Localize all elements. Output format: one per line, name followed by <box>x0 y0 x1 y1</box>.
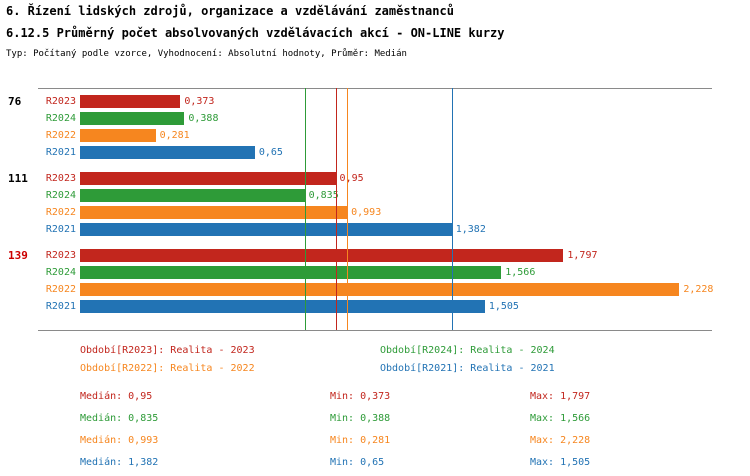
series-label-r2022: R2022 <box>45 130 76 141</box>
value-label: 0,993 <box>351 207 382 218</box>
value-label: 0,281 <box>159 130 190 141</box>
value-label: 2,228 <box>683 284 714 295</box>
value-label: 0,388 <box>188 113 219 124</box>
bar-r2022-group-76 <box>80 129 156 142</box>
value-label: 1,382 <box>455 224 486 235</box>
group-label-111: 111 <box>8 172 28 185</box>
stat-max: Max: 2,228 <box>530 435 591 446</box>
group-label-76: 76 <box>8 95 22 108</box>
stat-median: Medián: 0,95 <box>80 391 153 402</box>
series-label-r2021: R2021 <box>45 224 76 235</box>
series-label-r2021: R2021 <box>45 147 76 158</box>
value-label: 0,373 <box>184 96 215 107</box>
report-meta: Typ: Počítaný podle vzorce, Vyhodnocení:… <box>6 49 407 59</box>
median-line-r2022 <box>347 88 349 330</box>
report-title: 6. Řízení lidských zdrojů, organizace a … <box>6 4 454 18</box>
bar-r2024-group-76 <box>80 112 185 125</box>
median-line-r2024 <box>304 88 306 330</box>
value-label: 0,835 <box>308 190 339 201</box>
chart-top-border <box>38 88 712 89</box>
value-label: 1,566 <box>505 267 536 278</box>
stat-median: Medián: 0,835 <box>80 413 159 424</box>
series-label-r2024: R2024 <box>45 113 76 124</box>
legend-item-r2023: Období[R2023]: Realita - 2023 <box>80 345 255 356</box>
bar-r2021-group-139 <box>80 300 485 313</box>
legend: Období[R2023]: Realita - 2023 Období[R20… <box>80 344 555 375</box>
series-label-r2024: R2024 <box>45 267 76 278</box>
legend-item-r2022: Období[R2022]: Realita - 2022 <box>80 363 255 374</box>
series-label-r2022: R2022 <box>45 284 76 295</box>
series-label-r2023: R2023 <box>45 96 76 107</box>
report-subtitle: 6.12.5 Průměrný počet absolvovaných vzdě… <box>6 26 505 40</box>
stat-min: Min: 0,373 <box>330 391 391 402</box>
median-line-r2023 <box>335 88 337 330</box>
chart-x-axis <box>38 330 712 331</box>
value-label: 0,95 <box>339 173 364 184</box>
stat-min: Min: 0,281 <box>330 435 391 446</box>
stat-min: Min: 0,388 <box>330 413 391 424</box>
value-label: 0,65 <box>258 147 283 158</box>
value-label: 1,505 <box>488 301 519 312</box>
bar-r2024-group-139 <box>80 266 502 279</box>
stat-max: Max: 1,505 <box>530 457 591 468</box>
series-label-r2022: R2022 <box>45 207 76 218</box>
bar-r2023-group-139 <box>80 249 564 262</box>
stat-max: Max: 1,566 <box>530 413 591 424</box>
bar-r2021-group-111 <box>80 223 452 236</box>
stats-table: Medián: 0,95 Min: 0,373 Max: 1,797 Mediá… <box>80 390 590 469</box>
bar-r2022-group-111 <box>80 206 348 219</box>
bar-r2021-group-76 <box>80 146 255 159</box>
series-label-r2024: R2024 <box>45 190 76 201</box>
series-label-r2023: R2023 <box>45 173 76 184</box>
stat-max: Max: 1,797 <box>530 391 591 402</box>
bar-r2023-group-76 <box>80 95 181 108</box>
legend-item-r2021: Období[R2021]: Realita - 2021 <box>380 363 555 374</box>
series-label-r2021: R2021 <box>45 301 76 312</box>
median-line-r2021 <box>451 88 453 330</box>
stat-median: Medián: 1,382 <box>80 457 159 468</box>
value-label: 1,797 <box>567 250 598 261</box>
stat-median: Medián: 0,993 <box>80 435 159 446</box>
bar-r2022-group-139 <box>80 283 680 296</box>
legend-item-r2024: Období[R2024]: Realita - 2024 <box>380 345 555 356</box>
series-label-r2023: R2023 <box>45 250 76 261</box>
bar-r2024-group-111 <box>80 189 305 202</box>
stat-min: Min: 0,65 <box>330 457 385 468</box>
bar-r2023-group-111 <box>80 172 336 185</box>
group-label-139: 139 <box>8 249 28 262</box>
